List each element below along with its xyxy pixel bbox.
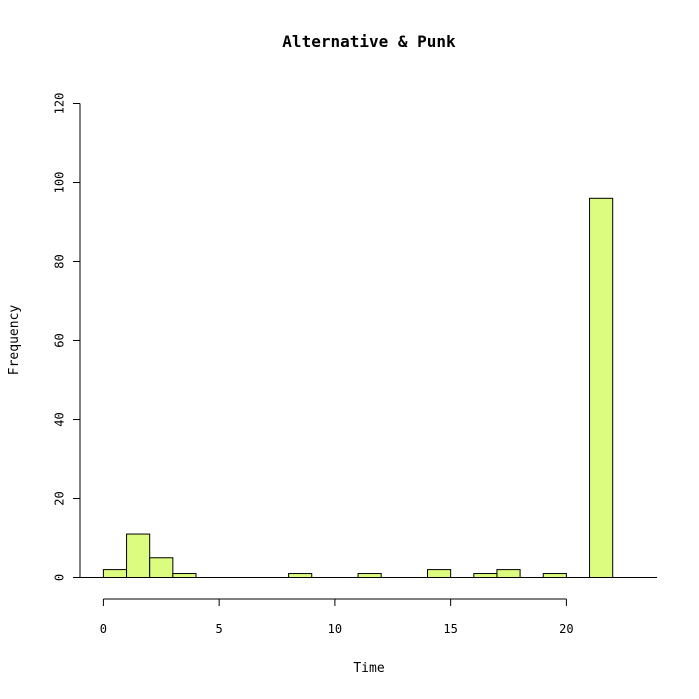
y-tick-label-0: 0 <box>53 574 67 581</box>
histogram-bar-1 <box>126 533 151 578</box>
histogram-bar-7 <box>473 573 498 578</box>
y-axis-label: Frequency <box>7 305 22 376</box>
y-axis: 0 20 40 60 80 100 120 <box>53 93 81 581</box>
y-tick-label-120: 120 <box>53 93 67 115</box>
histogram-bar-0 <box>102 569 128 578</box>
histogram-bar-4 <box>288 573 313 578</box>
histogram-bar-3 <box>172 573 197 578</box>
bars-group <box>102 197 614 579</box>
histogram-bar-5 <box>357 573 382 578</box>
y-tick-label-20: 20 <box>53 491 67 505</box>
y-tick-label-60: 60 <box>53 333 67 347</box>
y-tick-label-80: 80 <box>53 254 67 268</box>
chart-title: Alternative & Punk <box>282 32 456 51</box>
histogram-bar-9 <box>542 573 567 578</box>
x-tick-label-0: 0 <box>100 622 107 636</box>
x-tick-label-15: 15 <box>443 622 457 636</box>
histogram-bar-8 <box>496 569 521 578</box>
histogram-bar-6 <box>427 569 452 578</box>
y-tick-label-40: 40 <box>53 412 67 426</box>
x-tick-label-10: 10 <box>328 622 342 636</box>
y-tick-label-100: 100 <box>53 172 67 194</box>
histogram-bar-2 <box>149 557 174 578</box>
x-axis: 0 5 10 15 20 <box>100 598 574 636</box>
x-axis-label: Time <box>353 661 384 676</box>
x-tick-label-5: 5 <box>216 622 223 636</box>
histogram-bar-10 <box>589 197 614 579</box>
x-tick-label-20: 20 <box>559 622 573 636</box>
